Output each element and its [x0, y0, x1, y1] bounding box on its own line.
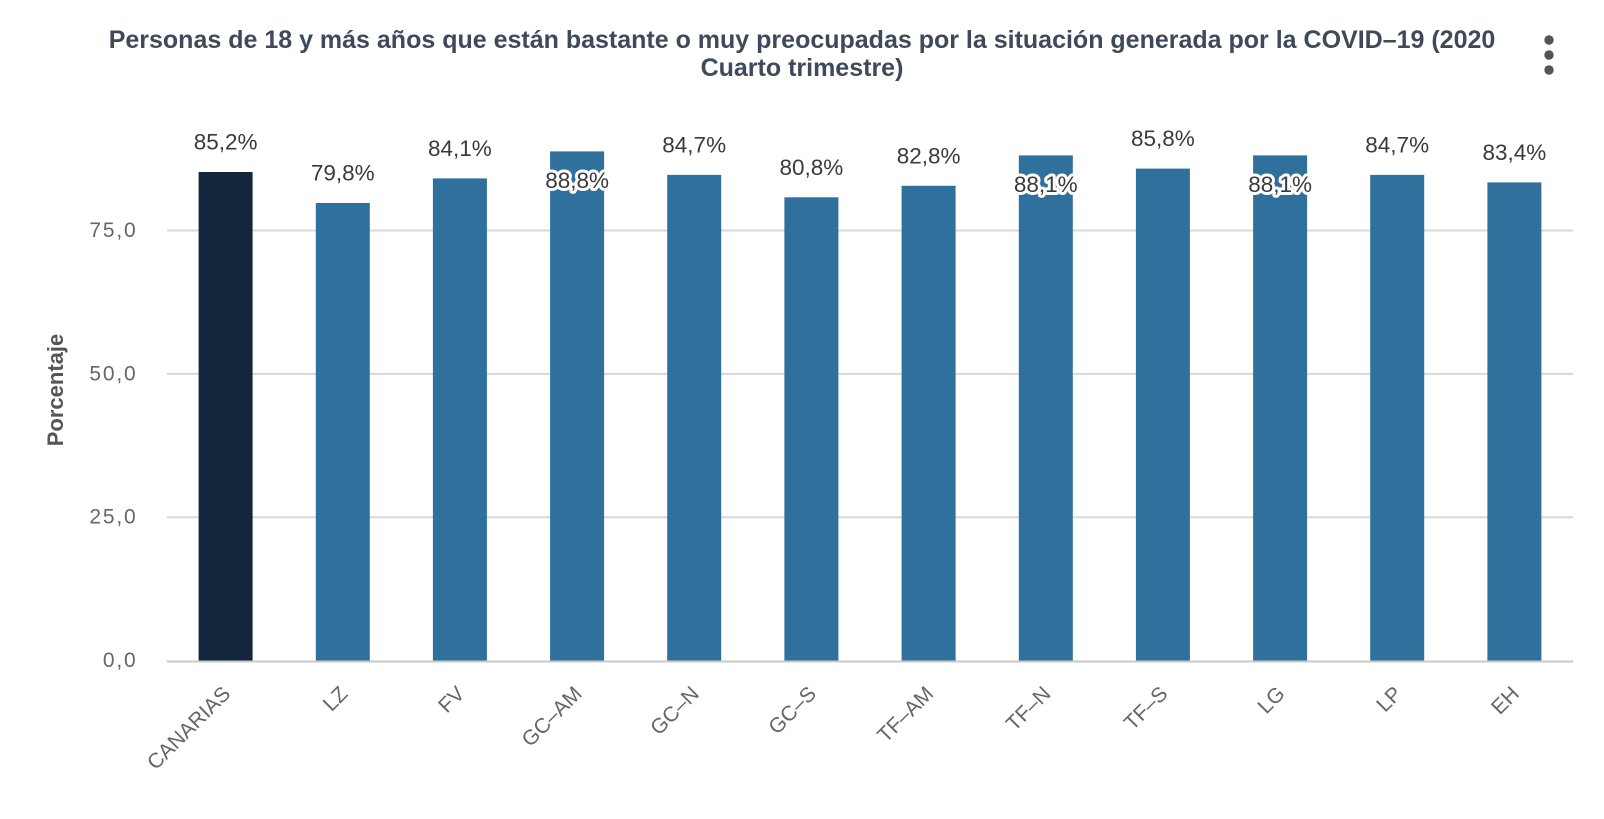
svg-text:85,8%: 85,8%	[1131, 126, 1195, 151]
svg-text:79,8%: 79,8%	[311, 161, 375, 186]
svg-text:Personas de 18 y más años que: Personas de 18 y más años que están bast…	[109, 26, 1496, 54]
svg-text:85,2%: 85,2%	[194, 130, 258, 155]
svg-text:75,0: 75,0	[89, 219, 137, 242]
svg-text:84,7%: 84,7%	[662, 132, 726, 157]
svg-text:88,1%: 88,1%	[1248, 172, 1312, 197]
svg-text:88,8%: 88,8%	[545, 168, 609, 193]
svg-text:83,4%: 83,4%	[1482, 140, 1546, 165]
svg-text:25,0: 25,0	[89, 506, 137, 529]
svg-text:88,1%: 88,1%	[1014, 172, 1078, 197]
svg-text:Porcentaje: Porcentaje	[43, 334, 68, 447]
svg-text:84,1%: 84,1%	[428, 136, 492, 161]
svg-text:50,0: 50,0	[89, 362, 137, 385]
svg-text:0,0: 0,0	[103, 649, 138, 672]
svg-text:80,8%: 80,8%	[779, 155, 843, 180]
svg-text:Cuarto trimestre): Cuarto trimestre)	[701, 54, 904, 82]
svg-text:84,7%: 84,7%	[1365, 132, 1429, 157]
svg-text:82,8%: 82,8%	[897, 143, 961, 168]
